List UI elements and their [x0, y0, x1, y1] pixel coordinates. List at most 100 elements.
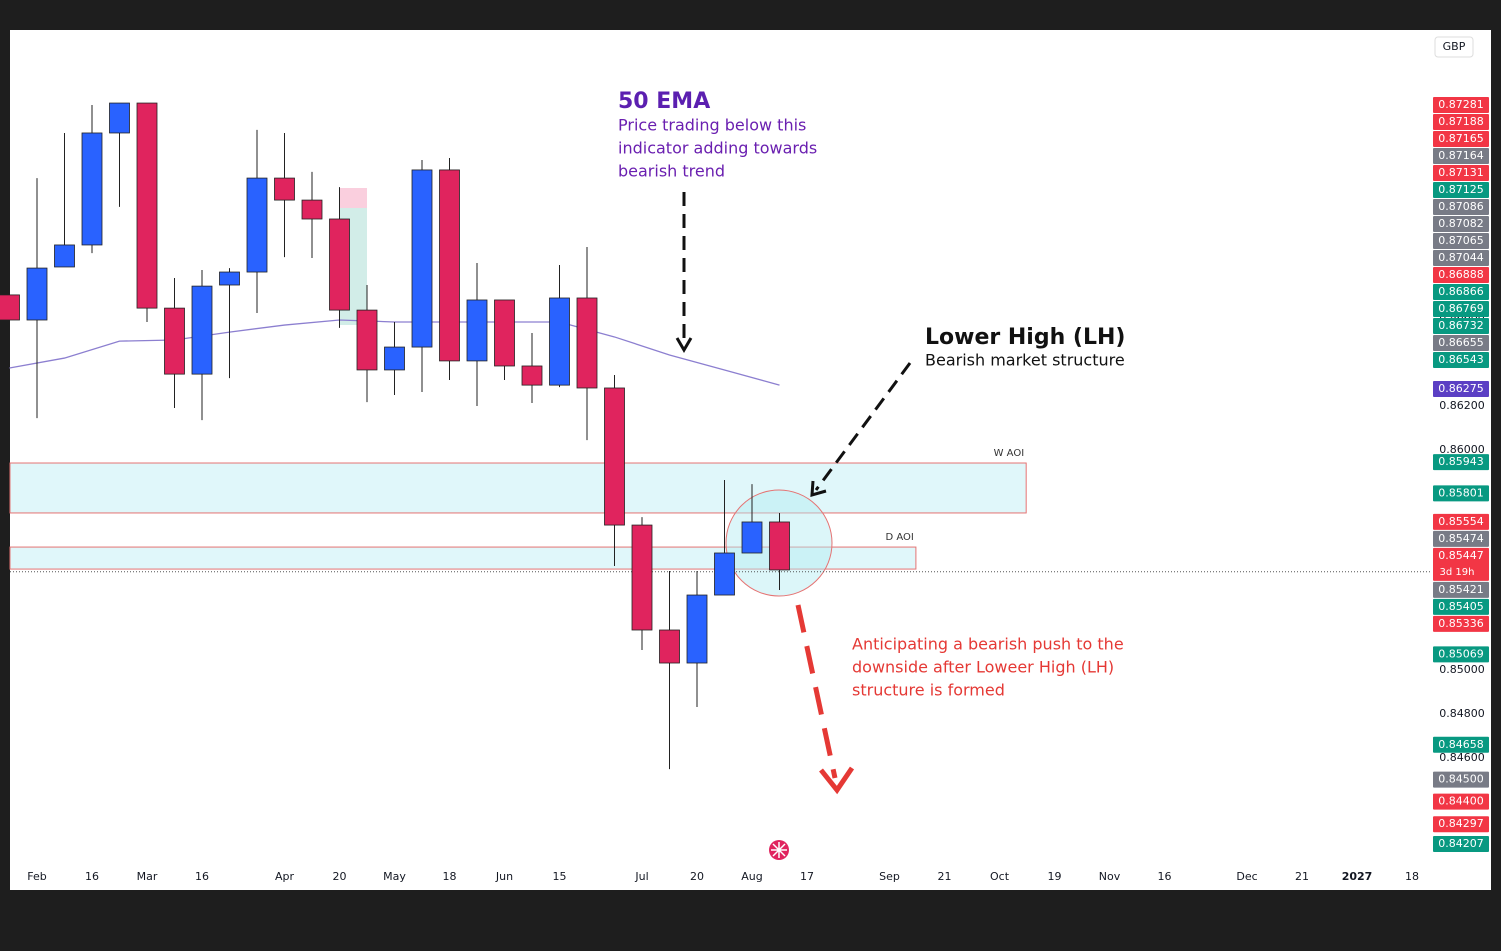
y-tick-label: 0.86000: [1439, 443, 1485, 456]
chart-background: [10, 30, 1491, 890]
x-tick-label: Oct: [990, 870, 1010, 883]
price-badge: [1433, 771, 1489, 788]
price-badge-label: 0.84658: [1438, 738, 1484, 751]
currency-box: [1434, 36, 1474, 58]
price-badge-label: 0.87131: [1438, 166, 1484, 179]
price-badge-label: 0.86543: [1438, 353, 1484, 366]
price-badge: [1433, 334, 1489, 351]
zones: W AOI D AOI: [9, 448, 1027, 570]
y-tick-label: 0.86200: [1439, 399, 1485, 412]
price-badge: [1433, 130, 1489, 147]
axes: Feb 16 Mar 16 Apr 20 May 18 Jun 15 Jul 20 Aug 17 Sep 21…: [27, 96, 1489, 883]
price-badge-label: 0.84400: [1438, 795, 1484, 808]
y-tick-label: 0.84800: [1439, 707, 1485, 720]
price-badge: [1433, 485, 1489, 502]
price-badge: [1433, 547, 1489, 581]
candle-body: [301, 199, 323, 220]
x-tick-label: 20: [690, 870, 704, 883]
candle-body: [0, 294, 20, 321]
price-badge: [1433, 283, 1489, 300]
price-badge-label: 0.87044: [1438, 251, 1484, 264]
ema-text: Price trading below this: [618, 116, 806, 135]
x-tick-label: 18: [443, 870, 457, 883]
price-badge: [1433, 266, 1489, 283]
price-badge-label: 0.85447: [1438, 549, 1484, 562]
arrow: [814, 362, 912, 491]
lh-text: Bearish market structure: [925, 351, 1125, 370]
price-badge-label: 0.84207: [1438, 837, 1484, 850]
candle-body: [274, 177, 295, 201]
plot: [0, 102, 1491, 770]
candle-body: [576, 297, 598, 389]
candle-body: [494, 299, 515, 367]
forecast-text: Anticipating a bearish push to the: [852, 635, 1124, 654]
candle-body: [219, 271, 240, 286]
arrow-head: [810, 480, 827, 498]
currency: GBP: [1443, 40, 1466, 53]
price-badge: [1433, 351, 1489, 368]
x-tick-label: 20: [333, 870, 347, 883]
x-tick-label: Dec: [1236, 870, 1257, 883]
aoi-zone: [9, 546, 917, 570]
x-tick-label: May: [383, 870, 406, 883]
candle-body: [604, 387, 625, 526]
candle-body: [439, 169, 460, 362]
x-tick-label: 16: [1158, 870, 1172, 883]
price-badge: [1433, 598, 1489, 615]
x-tick-label: 19: [1048, 870, 1062, 883]
price-badge-label: 0.84297: [1438, 817, 1484, 830]
price-badge: [1433, 317, 1489, 334]
countdown: 3d 19h: [1440, 567, 1475, 578]
price-badge-label: 0.87165: [1438, 132, 1484, 145]
price-badge: [1433, 181, 1489, 198]
candle-body: [329, 218, 350, 311]
price-badge: [1433, 581, 1489, 598]
x-tick-label: Aug: [741, 870, 762, 883]
price-badge-label: 0.85421: [1438, 583, 1484, 596]
x-tick-label: Apr: [275, 870, 295, 883]
candle-body: [659, 629, 680, 664]
price-badge-label: 0.86888: [1438, 268, 1484, 281]
aoi-label: W AOI: [994, 448, 1025, 459]
price-badge-label: 0.86732: [1438, 319, 1484, 332]
price-badge-label: 0.87281: [1438, 98, 1484, 111]
x-tick-label: Sep: [879, 870, 900, 883]
candle-body: [356, 309, 378, 371]
price-badge-label: 0.86275: [1438, 382, 1484, 395]
forecast-arrow-head: [819, 766, 855, 795]
aoi-zone: [9, 462, 1027, 514]
x-tick-label: Mar: [137, 870, 158, 883]
candle-body: [411, 169, 433, 348]
price-badge: [1433, 147, 1489, 164]
candle-body: [631, 524, 653, 631]
price-badge-label: 0.86655: [1438, 336, 1484, 349]
price-badge: [1433, 215, 1489, 232]
price-badge: [1433, 836, 1489, 853]
candle-body: [191, 285, 213, 375]
price-badge: [1433, 300, 1489, 317]
price-badge: [1433, 816, 1489, 833]
x-tick-label: 17: [800, 870, 814, 883]
price-badge: [1433, 96, 1489, 113]
aoi-label: D AOI: [886, 532, 914, 543]
ema-text: indicator adding towards: [618, 139, 817, 158]
x-tick-label: Nov: [1099, 870, 1121, 883]
candle-body: [521, 365, 543, 386]
price-badge: [1433, 615, 1489, 632]
candle-body: [26, 267, 48, 321]
x-tick-label: 18: [1405, 870, 1419, 883]
ema-title: 50 EMA: [618, 89, 710, 114]
price-badge: [1433, 232, 1489, 249]
price-badge-label: 0.85943: [1438, 455, 1484, 468]
candle-body: [81, 132, 103, 246]
x-tick-label: 16: [85, 870, 99, 883]
price-badge-label: 0.85069: [1438, 647, 1484, 660]
x-tick-label: Feb: [27, 870, 46, 883]
price-badge: [1433, 198, 1489, 215]
x-tick-label: 16: [195, 870, 209, 883]
candle-body: [549, 297, 570, 386]
candle-body: [246, 177, 268, 273]
y-tick-label: 0.84600: [1439, 751, 1485, 764]
x-tick-label: 21: [938, 870, 952, 883]
